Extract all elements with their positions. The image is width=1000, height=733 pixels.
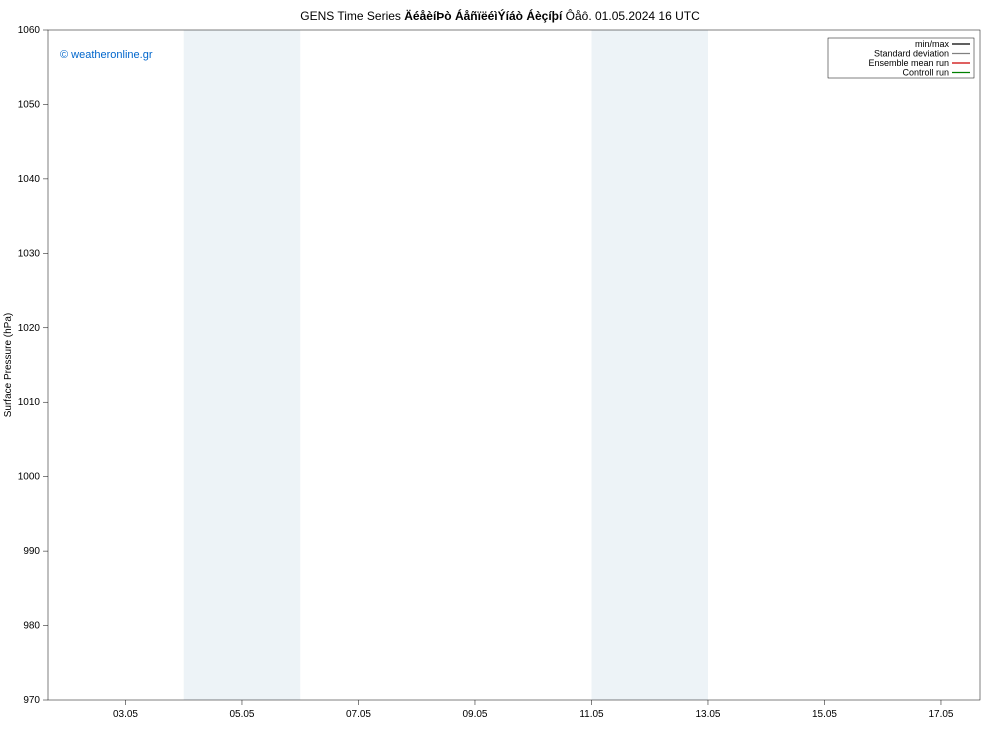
chart-title-part: ÄéåèíÞò ÁåñïëéìÝíáò Áèçíþí bbox=[404, 8, 563, 23]
x-tick-label: 09.05 bbox=[462, 709, 487, 720]
pressure-chart: 970 980 990 1000 1010 1020 1030 1040 1050 1060 03.… bbox=[0, 0, 1000, 733]
y-tick-label: 990 bbox=[23, 546, 40, 557]
weekend-band bbox=[184, 30, 301, 700]
y-axis-label: Surface Pressure (hPa) bbox=[3, 313, 14, 418]
chart-container: 970 980 990 1000 1010 1020 1030 1040 1050 1060 03.… bbox=[0, 0, 1000, 733]
x-tick-label: 13.05 bbox=[695, 709, 720, 720]
y-tick-label: 1060 bbox=[18, 25, 41, 36]
chart-title-part: Ôåô. 01.05.2024 16 UTC bbox=[562, 8, 700, 23]
y-tick-label: 1030 bbox=[18, 248, 41, 259]
chart-title: GENS Time Series ÄéåèíÞò ÁåñïëéìÝíáò Áèç… bbox=[300, 8, 700, 23]
y-tick-label: 1000 bbox=[18, 472, 41, 483]
x-tick-label: 17.05 bbox=[928, 709, 953, 720]
y-tick-label: 1050 bbox=[18, 99, 41, 110]
weekend-band bbox=[591, 30, 708, 700]
legend-label: Standard deviation bbox=[874, 49, 949, 59]
x-tick-label: 15.05 bbox=[812, 709, 837, 720]
x-tick-label: 03.05 bbox=[113, 709, 138, 720]
y-tick-label: 980 bbox=[23, 621, 40, 632]
y-tick-label: 1020 bbox=[18, 323, 41, 334]
chart-background bbox=[0, 0, 1000, 733]
y-tick-label: 970 bbox=[23, 695, 40, 706]
chart-title-part: GENS Time Series bbox=[300, 9, 404, 23]
y-tick-label: 1010 bbox=[18, 397, 41, 408]
legend-label: Controll run bbox=[902, 68, 949, 78]
x-tick-label: 05.05 bbox=[229, 709, 254, 720]
legend-label: min/max bbox=[915, 39, 950, 49]
watermark: © weatheronline.gr bbox=[60, 49, 153, 61]
legend-label: Ensemble mean run bbox=[868, 58, 949, 68]
y-tick-label: 1040 bbox=[18, 174, 41, 185]
x-tick-label: 07.05 bbox=[346, 709, 371, 720]
x-tick-label: 11.05 bbox=[579, 709, 604, 720]
